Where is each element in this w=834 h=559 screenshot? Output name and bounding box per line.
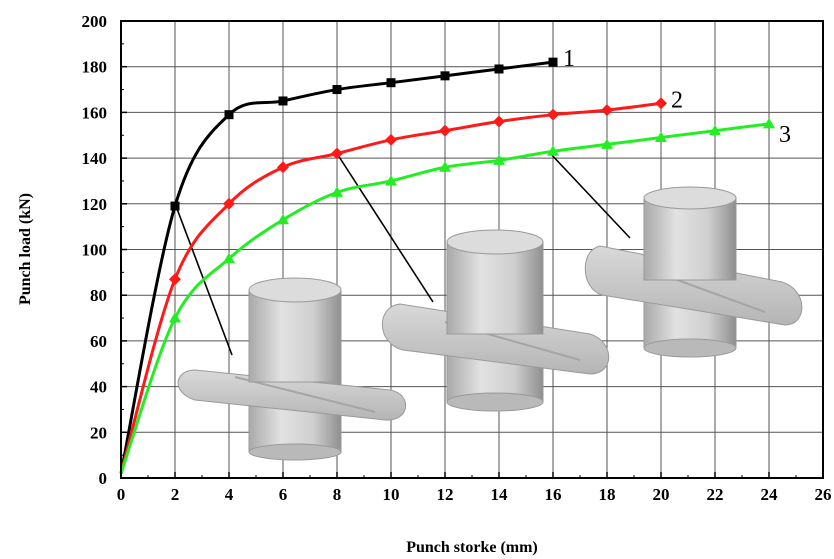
- part-illustration-2: [381, 229, 610, 412]
- x-tick-label: 4: [225, 485, 234, 504]
- series-2: 2: [119, 87, 683, 474]
- series-line-1: [119, 60, 554, 474]
- data-point: [493, 115, 505, 128]
- data-point: [709, 124, 721, 136]
- y-tick-label: 180: [82, 58, 108, 77]
- data-point: [601, 104, 613, 117]
- data-point: [169, 312, 181, 323]
- y-axis-title: Punch load (kN): [17, 193, 34, 305]
- data-point: [223, 252, 235, 264]
- x-tick-label: 20: [653, 485, 670, 504]
- data-point: [331, 186, 343, 197]
- axes: 0 2 4 6 8 10 12 14 16 18 20 22 24 2602040608010012014…: [82, 12, 832, 504]
- data-point: [439, 161, 451, 172]
- part-illustration-1: [177, 277, 407, 461]
- x-tick-label: 0: [117, 485, 126, 504]
- series-label-2: 2: [671, 87, 683, 113]
- data-point: [224, 110, 234, 120]
- data-point: [278, 96, 288, 106]
- data-point: [548, 57, 558, 67]
- data-point: [547, 108, 559, 121]
- y-tick-label: 0: [99, 469, 108, 488]
- x-tick-label: 22: [707, 485, 724, 504]
- data-point: [655, 97, 667, 110]
- x-tick-label: 16: [545, 485, 562, 504]
- y-tick-label: 140: [82, 149, 108, 168]
- data-point: [332, 85, 342, 95]
- x-tick-label: 18: [599, 485, 616, 504]
- y-tick-label: 100: [82, 241, 108, 260]
- data-point: [277, 213, 289, 225]
- y-tick-label: 60: [90, 332, 107, 351]
- y-tick-label: 40: [90, 378, 107, 397]
- x-axis-title: Punch storke (mm): [406, 539, 538, 556]
- data-point: [439, 124, 451, 137]
- y-tick-label: 200: [82, 12, 108, 31]
- x-tick-label: 12: [437, 485, 454, 504]
- data-point: [223, 197, 235, 210]
- leader-line-3: [548, 151, 631, 239]
- part-illustration-3: [584, 186, 803, 358]
- x-tick-label: 10: [383, 485, 400, 504]
- data-point: [331, 147, 343, 160]
- data-point: [385, 133, 397, 146]
- y-tick-label: 120: [82, 195, 108, 214]
- x-tick-label: 2: [171, 485, 180, 504]
- data-point: [170, 201, 180, 211]
- x-tick-label: 26: [815, 485, 832, 504]
- data-point: [440, 71, 450, 81]
- data-point: [493, 154, 505, 165]
- data-point: [763, 117, 775, 129]
- series-label-1: 1: [563, 46, 575, 72]
- y-tick-label: 20: [90, 423, 107, 442]
- data-point: [494, 64, 504, 74]
- x-tick-label: 24: [761, 485, 779, 504]
- series-3: 3: [119, 117, 791, 474]
- data-point: [386, 78, 396, 88]
- series-layer: 1 2 3: [119, 46, 791, 474]
- y-tick-label: 160: [82, 103, 108, 122]
- series-label-3: 3: [779, 122, 791, 148]
- x-tick-label: 6: [279, 485, 288, 504]
- data-point: [385, 174, 397, 186]
- data-point: [277, 161, 289, 174]
- data-point: [169, 273, 181, 286]
- leader-line-2: [335, 151, 434, 303]
- data-point: [547, 145, 559, 156]
- data-point: [655, 131, 667, 143]
- x-tick-label: 8: [333, 485, 342, 504]
- x-tick-label: 14: [491, 485, 509, 504]
- y-tick-label: 80: [90, 286, 107, 305]
- series-1: 1: [119, 46, 575, 474]
- data-point: [601, 138, 613, 149]
